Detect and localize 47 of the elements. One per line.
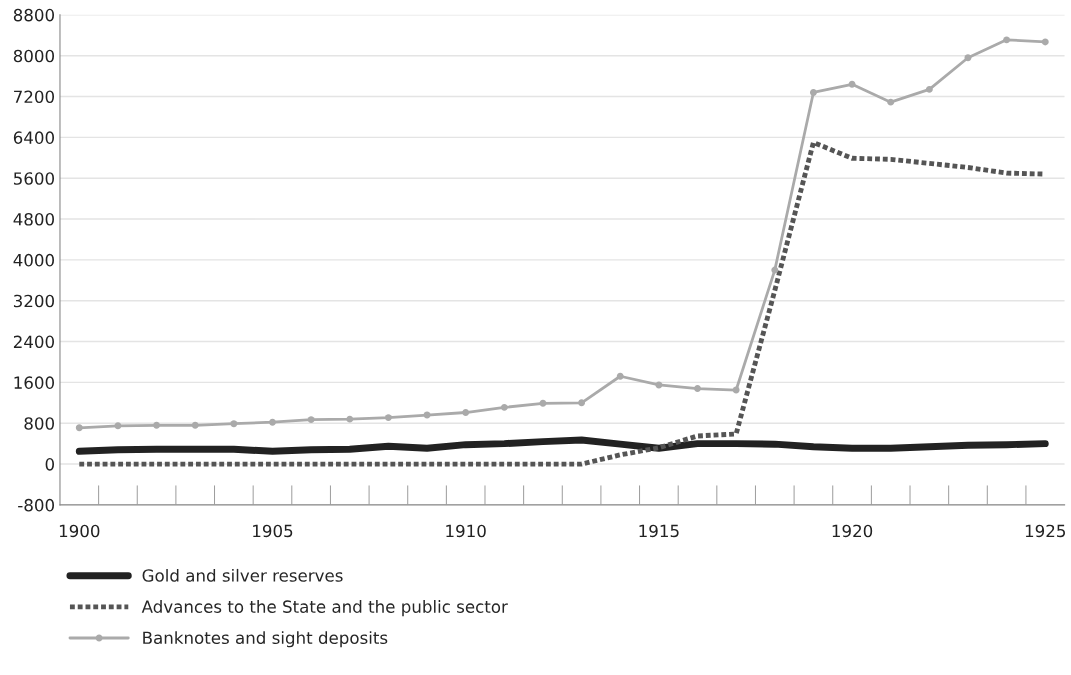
point xyxy=(1003,36,1011,44)
point xyxy=(269,418,276,426)
y-tick-label: 3200 xyxy=(13,294,55,308)
legend-label: Banknotes and sight deposits xyxy=(143,631,388,648)
y-tick-label: 2400 xyxy=(13,335,55,349)
point xyxy=(384,414,392,422)
x-tick-label: 1910 xyxy=(446,524,486,538)
x-tick-label: 1900 xyxy=(59,524,100,538)
point xyxy=(964,54,972,62)
point xyxy=(887,98,895,106)
point xyxy=(230,420,238,428)
point xyxy=(539,399,547,407)
x-tick-label: 1920 xyxy=(832,524,873,538)
point xyxy=(809,88,817,96)
point xyxy=(694,385,701,392)
point xyxy=(346,415,354,423)
point xyxy=(616,372,624,380)
point xyxy=(307,416,315,424)
point xyxy=(925,85,933,93)
y-tick-label: 1600 xyxy=(14,376,55,389)
y-tick-label: 5600 xyxy=(13,172,55,185)
point xyxy=(153,421,161,429)
y-tick-label: 6400 xyxy=(13,131,55,144)
legend-label: Advances to the State and the public sector xyxy=(141,600,508,617)
y-tick-label: 7200 xyxy=(14,90,55,104)
legend-label: Gold and silver reserves xyxy=(142,568,343,582)
point xyxy=(655,381,663,389)
point xyxy=(462,409,470,416)
x-tick-label: 1925 xyxy=(1025,524,1066,538)
y-tick-label: 8000 xyxy=(13,49,55,63)
y-tick-label: 8800 xyxy=(13,8,55,22)
point xyxy=(75,424,83,432)
point xyxy=(114,422,122,430)
y-tick-label: 4000 xyxy=(13,253,55,267)
y-tick-label: 800 xyxy=(24,417,55,430)
y-tick-label: 4800 xyxy=(13,213,55,226)
point xyxy=(848,80,856,88)
x-tick-label: 1915 xyxy=(639,524,679,538)
point xyxy=(500,403,508,411)
point xyxy=(1041,38,1049,46)
point xyxy=(578,399,586,407)
x-tick-label: 1905 xyxy=(253,524,293,538)
y-tick-label: 0 xyxy=(45,458,55,471)
point xyxy=(191,421,199,429)
y-tick-label: -800 xyxy=(18,498,55,512)
point xyxy=(732,386,740,394)
point xyxy=(771,266,779,274)
